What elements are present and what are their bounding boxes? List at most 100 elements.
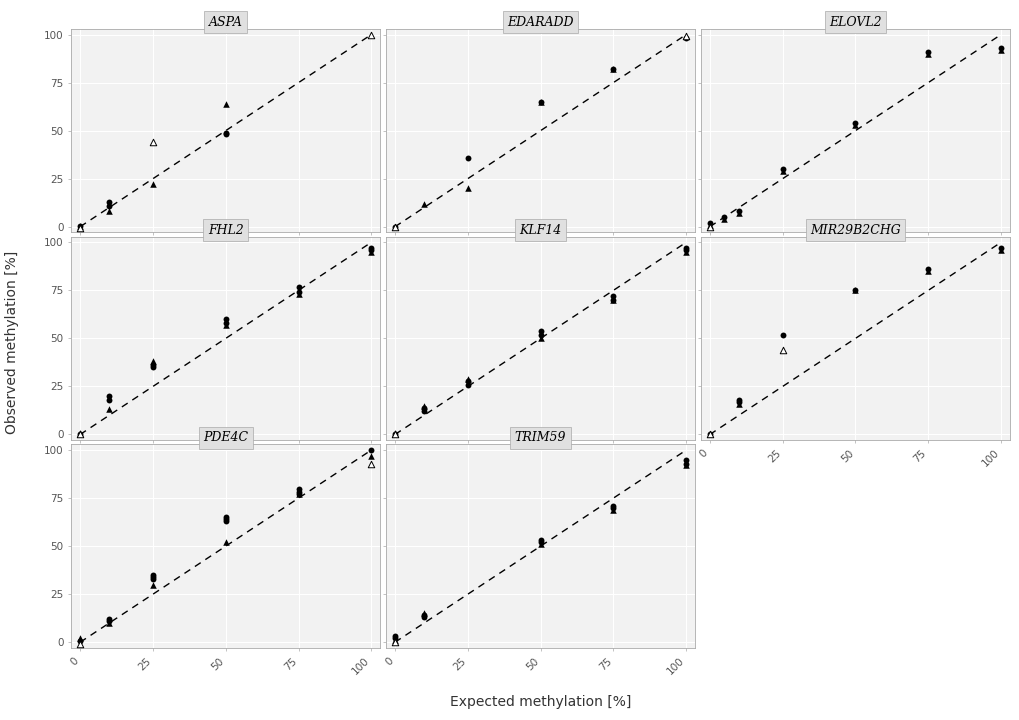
Title: PDE4C: PDE4C <box>203 431 248 444</box>
Point <box>72 636 89 647</box>
Point <box>678 31 694 42</box>
Point <box>145 179 161 190</box>
Point <box>101 616 117 627</box>
Point <box>847 117 863 129</box>
Point <box>991 44 1008 55</box>
Point <box>145 579 161 590</box>
Point <box>773 329 790 341</box>
Point <box>604 504 621 516</box>
Point <box>386 428 403 440</box>
Point <box>363 29 379 40</box>
Point <box>363 244 379 256</box>
Point <box>678 244 694 256</box>
Point <box>604 63 621 75</box>
Title: FHL2: FHL2 <box>208 223 244 237</box>
Point <box>416 400 432 411</box>
Point <box>678 454 694 465</box>
Point <box>386 634 403 646</box>
Point <box>290 488 307 500</box>
Point <box>701 217 717 229</box>
Point <box>290 487 307 498</box>
Point <box>363 458 379 469</box>
Point <box>730 396 746 408</box>
Point <box>386 427 403 438</box>
Point <box>678 459 694 471</box>
Point <box>532 536 548 548</box>
Point <box>991 42 1008 54</box>
Point <box>532 96 548 107</box>
Point <box>678 458 694 469</box>
Point <box>72 639 89 650</box>
Point <box>701 221 717 233</box>
Point <box>145 570 161 581</box>
Point <box>532 535 548 546</box>
Title: MIR29B2CHG: MIR29B2CHG <box>809 223 900 237</box>
Point <box>217 127 233 138</box>
Point <box>604 294 621 306</box>
Point <box>72 222 89 233</box>
Point <box>386 221 403 233</box>
Point <box>715 212 732 223</box>
Point <box>101 613 117 625</box>
Point <box>416 402 432 413</box>
Point <box>290 488 307 500</box>
Point <box>72 220 89 232</box>
Point <box>386 633 403 644</box>
Point <box>991 244 1008 256</box>
Point <box>290 287 307 298</box>
Point <box>72 633 89 644</box>
Point <box>701 219 717 230</box>
Point <box>386 631 403 642</box>
Point <box>145 361 161 373</box>
Point <box>145 573 161 585</box>
Point <box>678 243 694 254</box>
Point <box>847 284 863 296</box>
Point <box>460 373 476 384</box>
Point <box>532 539 548 550</box>
Point <box>72 428 89 440</box>
Point <box>145 356 161 367</box>
Text: Expected methylation [%]: Expected methylation [%] <box>449 695 631 709</box>
Point <box>460 375 476 387</box>
Point <box>730 398 746 410</box>
Point <box>145 359 161 371</box>
Point <box>101 206 117 217</box>
Point <box>701 428 717 440</box>
Point <box>847 284 863 296</box>
Point <box>919 46 935 58</box>
Point <box>217 512 233 523</box>
Point <box>730 394 746 405</box>
Point <box>416 608 432 619</box>
Point <box>290 289 307 300</box>
Point <box>847 119 863 130</box>
Point <box>460 379 476 390</box>
Point <box>678 246 694 258</box>
Point <box>290 281 307 292</box>
Point <box>101 404 117 415</box>
Point <box>604 502 621 513</box>
Point <box>532 96 548 107</box>
Point <box>386 221 403 233</box>
Point <box>72 427 89 438</box>
Point <box>290 482 307 494</box>
Title: ELOVL2: ELOVL2 <box>828 16 880 29</box>
Point <box>773 344 790 356</box>
Point <box>701 428 717 440</box>
Point <box>101 196 117 207</box>
Point <box>460 183 476 194</box>
Point <box>363 243 379 254</box>
Point <box>604 500 621 512</box>
Point <box>416 198 432 210</box>
Title: TRIM59: TRIM59 <box>515 431 566 444</box>
Point <box>715 213 732 225</box>
Point <box>72 220 89 232</box>
Point <box>773 165 790 176</box>
Point <box>217 129 233 140</box>
Point <box>386 428 403 440</box>
Point <box>217 313 233 325</box>
Point <box>217 318 233 329</box>
Point <box>101 394 117 405</box>
Text: Observed methylation [%]: Observed methylation [%] <box>5 251 19 433</box>
Point <box>730 206 746 217</box>
Point <box>386 636 403 648</box>
